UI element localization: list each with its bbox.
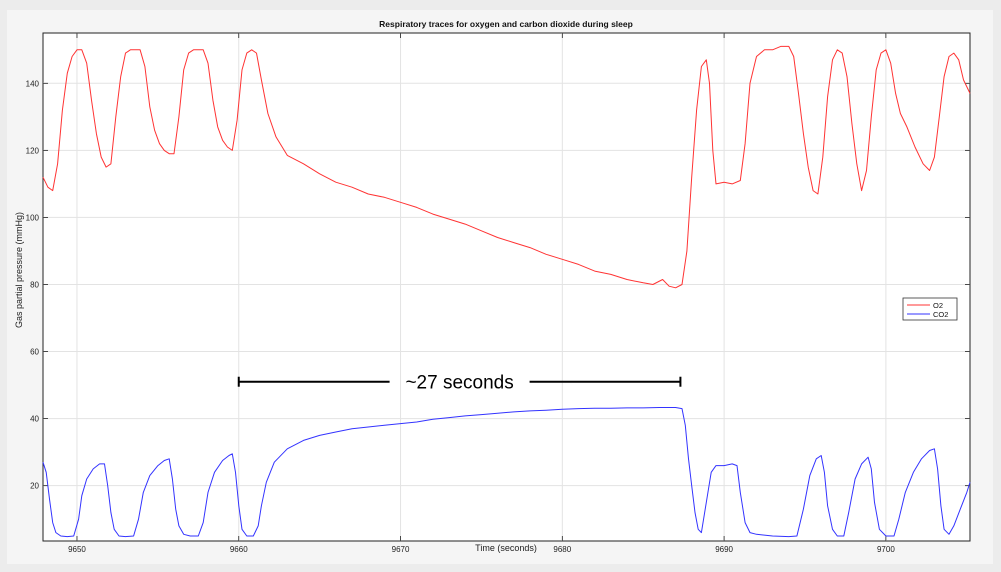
legend: O2 CO2: [902, 297, 958, 321]
y-tick-label: 120: [26, 146, 40, 155]
x-axis-label: Time (seconds): [475, 543, 537, 553]
x-tick-label: 9670: [392, 545, 410, 554]
legend-label-o2: O2: [933, 301, 943, 310]
chart-title: Respiratory traces for oxygen and carbon…: [379, 19, 633, 29]
y-tick-label: 100: [26, 213, 40, 222]
duration-label: ~27 seconds: [405, 373, 513, 394]
y-tick-label: 60: [30, 348, 39, 357]
y-tick-label: 80: [30, 280, 39, 289]
duration-annotation: ~27 seconds: [237, 373, 682, 394]
axis-ticks: [43, 33, 970, 541]
y-tick-labels: 20 40 60 80 100 120 140: [26, 79, 40, 490]
x-tick-label: 9650: [68, 545, 86, 554]
x-tick-label: 9680: [553, 545, 571, 554]
plot-area: [42, 32, 971, 542]
grid-lines: [43, 33, 970, 541]
series-line-o2: [42, 45, 971, 289]
legend-box: [902, 297, 958, 321]
x-tick-labels: 9650 9660 9670 9680 9690 9700: [68, 545, 895, 554]
x-tick-label: 9690: [715, 545, 733, 554]
series-lines: [42, 45, 971, 538]
y-tick-label: 40: [30, 415, 39, 424]
y-tick-label: 20: [30, 482, 39, 491]
series-line-co2: [42, 407, 971, 538]
y-axis-label: Gas partial pressure (mmHg): [14, 212, 24, 328]
y-tick-label: 140: [26, 79, 40, 88]
x-tick-label: 9700: [877, 545, 895, 554]
legend-label-co2: CO2: [933, 310, 948, 319]
x-tick-label: 9660: [230, 545, 248, 554]
